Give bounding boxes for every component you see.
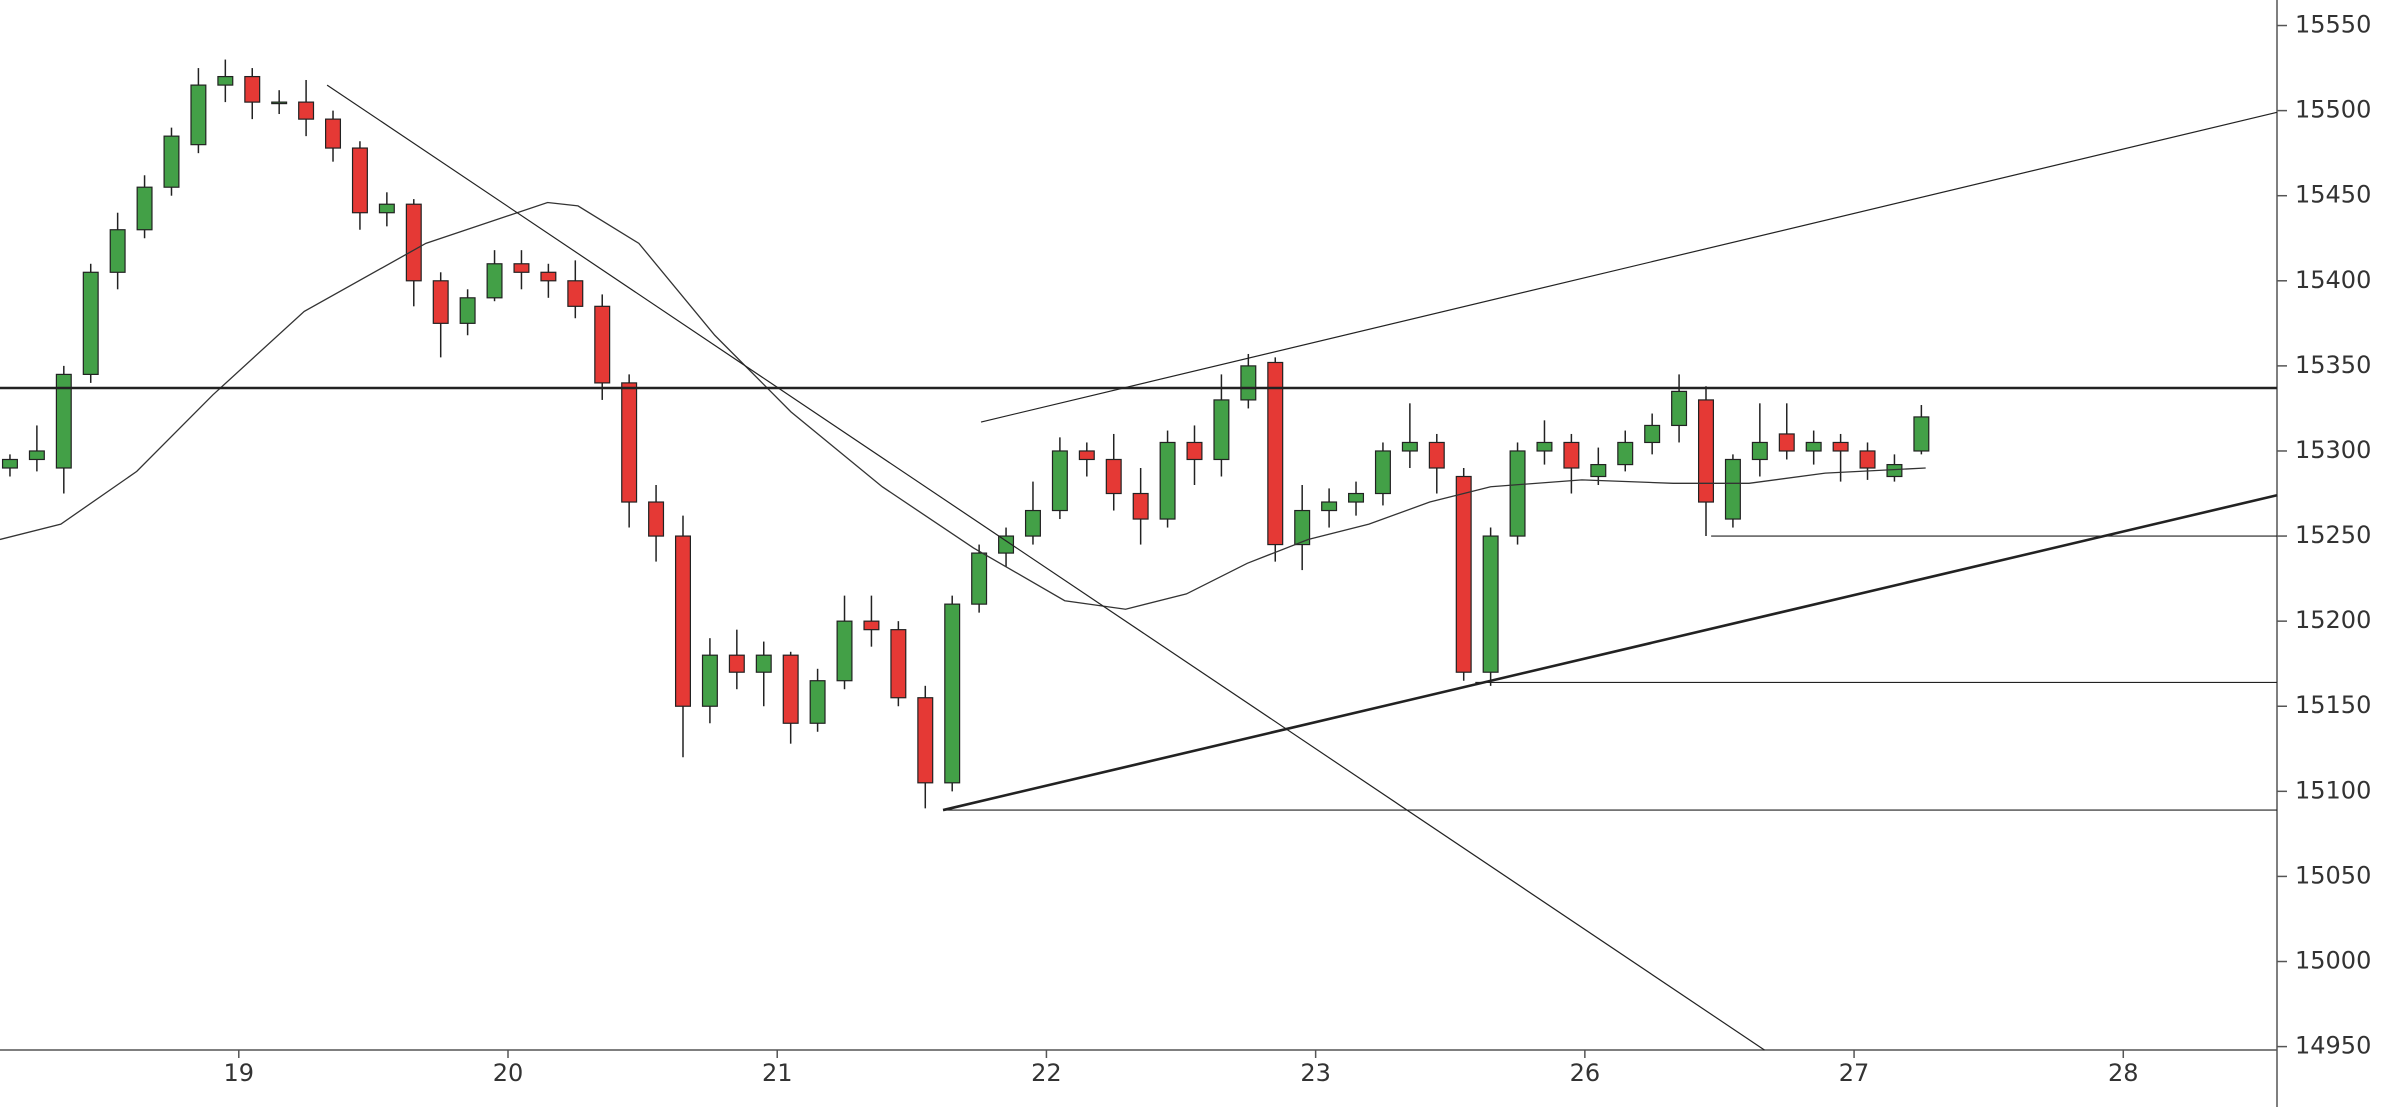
candle-body bbox=[836, 620, 853, 682]
candle-body bbox=[1267, 361, 1284, 546]
y-tick-label: 15000 bbox=[2295, 947, 2371, 975]
y-tick-label: 15400 bbox=[2295, 266, 2371, 294]
x-tick-label: 20 bbox=[493, 1059, 524, 1087]
candle-body bbox=[1832, 441, 1849, 452]
candle-body bbox=[1886, 463, 1903, 478]
y-tick-label: 14950 bbox=[2295, 1032, 2371, 1060]
candle-body bbox=[1024, 509, 1041, 537]
y-tick-label: 15300 bbox=[2295, 436, 2371, 464]
candle-body bbox=[863, 620, 880, 631]
candle-body bbox=[1617, 441, 1634, 466]
y-tick-label: 15500 bbox=[2295, 96, 2371, 124]
candle-body bbox=[405, 203, 422, 282]
candle-body bbox=[28, 450, 45, 461]
candle-body bbox=[1213, 399, 1230, 461]
candle-body bbox=[1563, 441, 1580, 469]
moving-average bbox=[0, 201, 1926, 610]
candle-body bbox=[944, 603, 961, 784]
candle-body bbox=[1805, 441, 1822, 452]
x-tick-label: 27 bbox=[1839, 1059, 1870, 1087]
candle-body bbox=[459, 297, 476, 324]
candle-body bbox=[1590, 463, 1607, 478]
candle-body bbox=[325, 118, 342, 149]
candle-body bbox=[1751, 441, 1768, 461]
candle-body bbox=[540, 271, 557, 282]
candle-body bbox=[567, 280, 584, 307]
y-tick-label: 15200 bbox=[2295, 606, 2371, 634]
candle-body bbox=[1348, 492, 1365, 503]
candle-body bbox=[648, 501, 665, 537]
y-tick-label: 15050 bbox=[2295, 861, 2371, 889]
y-tick-label: 15450 bbox=[2295, 181, 2371, 209]
x-tick-label: 28 bbox=[2108, 1059, 2139, 1087]
candle-body bbox=[1, 458, 18, 469]
candle-body bbox=[594, 305, 611, 384]
y-tick-label: 15150 bbox=[2295, 691, 2371, 719]
candle-body bbox=[1105, 458, 1122, 495]
y-tick-label: 15350 bbox=[2295, 351, 2371, 379]
candle-body bbox=[1697, 399, 1715, 503]
candle-body bbox=[1536, 441, 1553, 452]
trend-line bbox=[326, 84, 1765, 1051]
trend-line bbox=[980, 111, 2278, 423]
candle-body bbox=[1401, 441, 1418, 452]
x-tick-label: 23 bbox=[1300, 1059, 1331, 1087]
candle-body bbox=[998, 535, 1015, 554]
candle-body bbox=[55, 373, 72, 469]
candle-body bbox=[701, 654, 718, 707]
candle-body bbox=[244, 75, 261, 103]
candle-body bbox=[1159, 441, 1176, 520]
candle-body bbox=[486, 263, 503, 299]
candle-body bbox=[1186, 441, 1203, 461]
y-tick-label: 15100 bbox=[2295, 776, 2371, 804]
candle-body bbox=[1240, 365, 1257, 401]
candle-body bbox=[1374, 450, 1391, 495]
candle-body bbox=[1455, 475, 1472, 673]
candle-body bbox=[1321, 501, 1338, 512]
candle-body bbox=[217, 75, 234, 86]
candle-body bbox=[1051, 450, 1068, 512]
candle-body bbox=[351, 147, 368, 214]
candle-body bbox=[971, 552, 988, 605]
candle-body bbox=[163, 135, 180, 188]
candle-body bbox=[1509, 450, 1526, 537]
candle-body bbox=[1644, 424, 1661, 444]
candle-body bbox=[298, 101, 315, 120]
candle-body bbox=[621, 382, 638, 503]
candle-body bbox=[755, 654, 772, 673]
candle-body bbox=[782, 654, 799, 724]
candle-body bbox=[271, 101, 288, 105]
candle-body bbox=[513, 263, 530, 273]
candle-body bbox=[809, 680, 826, 724]
trend-line bbox=[942, 493, 2278, 812]
candle-body bbox=[728, 654, 745, 673]
candle-body bbox=[1294, 509, 1311, 546]
candle-body bbox=[378, 203, 395, 214]
candle-body bbox=[1671, 390, 1688, 427]
x-tick-label: 22 bbox=[1031, 1059, 1062, 1087]
candle-body bbox=[674, 535, 691, 707]
candle-body bbox=[109, 229, 126, 273]
candle-body bbox=[1428, 441, 1445, 469]
y-tick-label: 15250 bbox=[2295, 521, 2371, 549]
candle-body bbox=[1859, 450, 1876, 469]
candle-body bbox=[432, 280, 449, 324]
x-tick-label: 21 bbox=[762, 1059, 793, 1087]
x-tick-label: 26 bbox=[1570, 1059, 1601, 1087]
candle-body bbox=[82, 271, 99, 375]
x-tick-label: 19 bbox=[224, 1059, 255, 1087]
candle-body bbox=[1724, 458, 1741, 520]
candle-body bbox=[1482, 535, 1499, 673]
candle-body bbox=[136, 186, 153, 231]
candle-body bbox=[1132, 492, 1149, 520]
candle-body bbox=[917, 697, 934, 784]
candle-body bbox=[1078, 450, 1095, 461]
candle-body bbox=[190, 84, 207, 146]
candle-body bbox=[1913, 416, 1930, 452]
y-tick-label: 15550 bbox=[2295, 11, 2371, 39]
candle-body bbox=[1778, 433, 1795, 452]
candle-body bbox=[890, 629, 907, 699]
